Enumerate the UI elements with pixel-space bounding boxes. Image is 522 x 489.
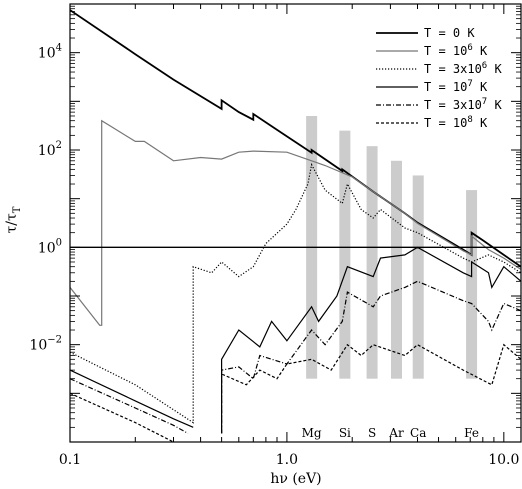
x-axis-label: hν (eV) <box>270 471 321 487</box>
y-tick-exponent: 2 <box>56 140 62 151</box>
y-tick-label: 102 <box>38 140 62 159</box>
legend-exponent: 8 <box>467 115 472 125</box>
edge-label-s: S <box>368 426 376 440</box>
y-tick-label: 10−2 <box>29 335 62 354</box>
legend-unit: K <box>487 98 502 112</box>
legend-unit: K <box>473 80 488 94</box>
edge-band-ca <box>412 175 424 379</box>
y-label-subscript: T <box>12 206 23 213</box>
edge-label-si: Si <box>339 426 351 440</box>
series-4-line <box>70 378 189 434</box>
edge-label-mg: Mg <box>302 426 322 440</box>
legend-text: T = 10 <box>424 116 467 130</box>
legend-text: T = 10 <box>424 44 467 58</box>
legend-label-4: T = 3x107 K <box>424 97 502 112</box>
legend-label-1: T = 106 K <box>424 43 488 58</box>
y-tick-exponent: 0 <box>56 237 62 248</box>
legend-unit: K <box>487 62 502 76</box>
series-high-energy-branch-0 <box>221 246 521 434</box>
series-5-line <box>70 392 174 442</box>
legend-unit: K <box>473 116 488 130</box>
legend-exponent: 6 <box>482 61 487 71</box>
y-tick-base: 10 <box>29 338 47 354</box>
x-tick-label: 0.1 <box>59 452 81 468</box>
edge-labels: Mg Si S Ar Ca Fe <box>302 426 479 440</box>
curves <box>70 9 521 442</box>
plot-border <box>69 3 522 443</box>
legend-unit: K <box>473 44 488 58</box>
legend-exponent: 6 <box>467 43 472 53</box>
y-tick-base: 10 <box>38 46 56 62</box>
edge-band-si <box>339 130 351 379</box>
y-tick-exponent: 4 <box>56 43 62 54</box>
x-tick-label: 10.0 <box>488 452 519 468</box>
edge-label-ar: Ar <box>388 426 404 440</box>
y-label-main: τ/τ <box>4 213 20 233</box>
y-tick-base: 10 <box>38 143 56 159</box>
series-2-line <box>70 162 521 424</box>
edge-band-fe <box>466 190 478 379</box>
x-tick-label: 1.0 <box>276 452 298 468</box>
edge-label-fe: Fe <box>464 426 479 440</box>
y-tick-exponent: −2 <box>47 335 62 346</box>
legend-text: T = 3x10 <box>424 62 482 76</box>
series-high-energy-branch-1 <box>221 280 521 434</box>
legend: T = 0 KT = 106 KT = 3x106 KT = 107 KT = … <box>376 26 502 130</box>
legend-label-5: T = 108 K <box>424 115 488 130</box>
y-axis-label: τ/τT <box>4 206 23 233</box>
legend-label-0: T = 0 K <box>424 26 475 40</box>
legend-label-2: T = 3x106 K <box>424 61 502 76</box>
series-3-line <box>70 369 194 428</box>
y-tick-label: 100 <box>38 237 62 256</box>
legend-exponent: 7 <box>482 97 487 107</box>
legend-text: T = 10 <box>424 80 467 94</box>
edge-band-s <box>366 146 378 379</box>
y-tick-label: 104 <box>38 43 62 62</box>
edge-label-ca: Ca <box>410 426 426 440</box>
plot-frame <box>69 3 522 443</box>
series-1-line <box>70 119 521 326</box>
legend-text: T = 3x10 <box>424 98 482 112</box>
series-high-energy-branch-2 <box>221 343 521 434</box>
y-tick-base: 10 <box>38 240 56 256</box>
legend-label-3: T = 107 K <box>424 79 488 94</box>
edge-band-ar <box>390 160 402 379</box>
legend-exponent: 7 <box>467 79 472 89</box>
